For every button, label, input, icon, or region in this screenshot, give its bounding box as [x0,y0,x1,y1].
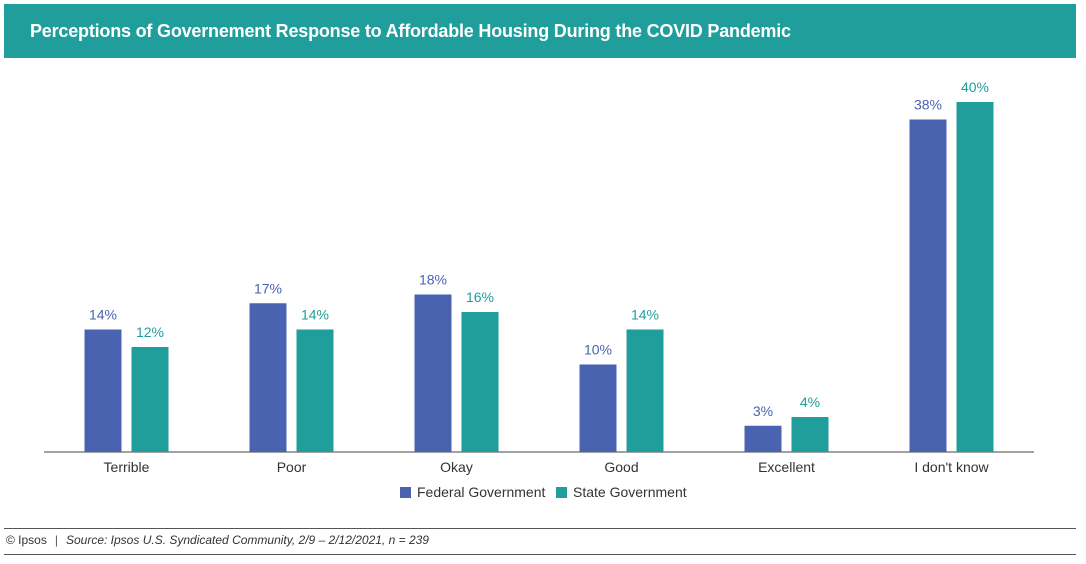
x-tick-label: Excellent [758,459,815,475]
bar-federal [249,303,287,452]
bar-federal [414,294,452,452]
x-tick-label: Terrible [104,459,150,475]
bar-federal [744,425,782,452]
bar-state [461,312,499,452]
data-label: 18% [419,272,447,288]
legend-swatch-state [556,487,567,498]
x-tick-label: I don't know [914,459,989,475]
chart-title: Perceptions of Governement Response to A… [30,20,791,41]
data-label: 17% [254,280,282,296]
legend-label: State Government [573,484,687,500]
data-label: 4% [800,394,820,410]
legend-swatch-federal [400,487,411,498]
bar-federal [84,329,122,452]
data-label: 40% [961,79,989,95]
data-label: 10% [584,342,612,358]
source-note: Source: Ipsos U.S. Syndicated Community,… [65,533,429,547]
data-label: 14% [301,307,329,323]
footer-rule-top [4,528,1076,529]
data-label: 38% [914,97,942,113]
copyright-brand: © Ipsos [6,533,47,547]
bar-state [791,417,829,452]
x-tick-label: Poor [277,459,307,475]
footer-rule-bottom [4,554,1076,555]
data-label: 3% [753,403,773,419]
legend-label: Federal Government [417,484,546,500]
x-tick-label: Good [604,459,638,475]
bar-federal [909,119,947,452]
bar-state [131,347,169,452]
bar-state [296,329,334,452]
bar-chart: 14% 12% Terrible 17% 14% Poor 18% 16% Okay 10% 14%… [44,79,1034,500]
bar-state [626,329,664,452]
bar-federal [579,364,617,452]
data-label: 14% [631,307,659,323]
data-label: 16% [466,289,494,305]
bar-state [956,102,994,452]
footer-separator: | [54,533,58,547]
footer: © Ipsos | Source: Ipsos U.S. Syndicated … [6,533,429,547]
data-label: 12% [136,324,164,340]
data-label: 14% [89,307,117,323]
x-tick-label: Okay [440,459,473,475]
title-bar: Perceptions of Governement Response to A… [4,4,1076,58]
